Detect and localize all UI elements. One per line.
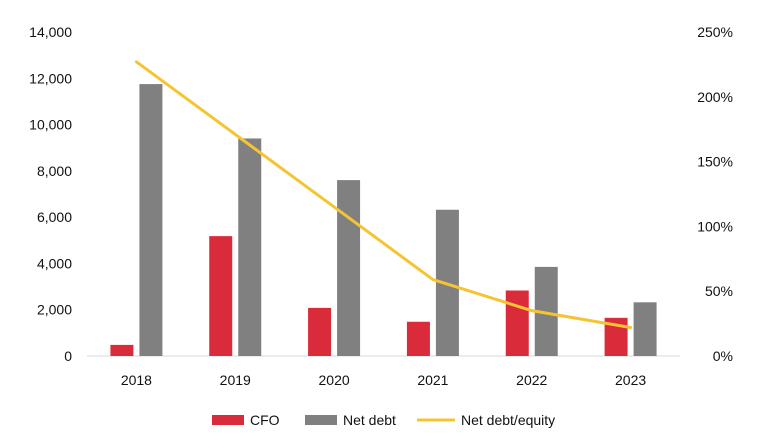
legend-swatch	[212, 415, 244, 425]
cfo-bar	[406, 321, 430, 356]
x-tick-label: 2020	[319, 372, 350, 388]
x-tick-label: 2018	[121, 372, 152, 388]
right-tick-label: 50%	[705, 283, 733, 299]
x-axis-ticks: 2018 2019 2020 2021 2022 2023	[121, 372, 647, 388]
net-debt-bar	[238, 138, 262, 356]
right-tick-label: 100%	[697, 218, 733, 234]
net-debt-bar	[534, 266, 558, 356]
x-tick-label: 2023	[615, 372, 646, 388]
net-debt-bar	[633, 302, 657, 356]
left-tick-label: 6,000	[37, 209, 72, 225]
cfo-bar	[209, 236, 233, 356]
right-tick-label: 150%	[697, 154, 733, 170]
legend-label: Net debt/equity	[461, 412, 555, 428]
left-tick-label: 14,000	[29, 24, 72, 40]
cfo-bar	[110, 344, 134, 356]
net-debt-bar	[139, 84, 163, 357]
left-tick-label: 0	[64, 348, 72, 364]
line-series	[134, 60, 633, 329]
legend: CFO Net debt Net debt/equity	[212, 412, 555, 428]
left-tick-label: 12,000	[29, 70, 72, 86]
cfo-bar	[505, 290, 529, 356]
x-tick-label: 2021	[417, 372, 448, 388]
x-tick-label: 2019	[220, 372, 251, 388]
net-debt-equity-line	[134, 60, 633, 329]
left-tick-label: 8,000	[37, 163, 72, 179]
right-tick-label: 250%	[697, 24, 733, 40]
net-debt-bar	[337, 180, 361, 356]
x-tick-label: 2022	[516, 372, 547, 388]
left-tick-label: 2,000	[37, 302, 72, 318]
legend-swatch	[305, 415, 337, 425]
right-tick-label: 0%	[713, 348, 733, 364]
left-tick-label: 10,000	[29, 117, 72, 133]
bars	[110, 84, 657, 357]
right-axis-ticks: 0% 50% 100% 150% 200% 250%	[697, 24, 733, 364]
cfo-bar	[308, 307, 332, 356]
legend-label: Net debt	[343, 412, 396, 428]
legend-label: CFO	[250, 412, 280, 428]
left-tick-label: 4,000	[37, 255, 72, 271]
right-tick-label: 200%	[697, 89, 733, 105]
left-axis-ticks: 0 2,000 4,000 6,000 8,000 10,000 12,000 14,000	[29, 24, 72, 364]
